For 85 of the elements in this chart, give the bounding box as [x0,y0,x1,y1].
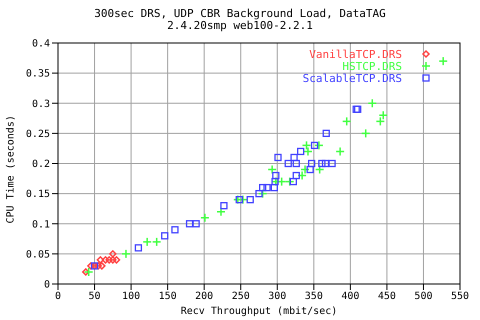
point [368,98,378,108]
point [134,244,142,252]
y-tick-label: 0.4 [32,38,50,50]
point [318,160,326,168]
point [290,178,298,186]
point [142,237,152,247]
point [292,160,300,168]
y-tick-label: 0.3 [32,98,50,110]
point [328,160,336,168]
point [308,160,316,168]
point [335,146,345,156]
x-tick-label: 300 [268,291,286,302]
chart-title: 300sec DRS, UDP CBR Background Load, DataTAG [93,7,387,20]
point [87,262,95,270]
point [246,196,254,204]
point [109,256,117,264]
point [267,164,277,174]
point [186,220,194,228]
point [270,184,278,192]
point [152,237,162,247]
y-axis-title: CPU Time (seconds) [6,115,17,224]
x-tick-label: 350 [304,291,323,302]
point [300,164,310,174]
point [284,160,292,168]
legend-label: ScalableTCP.DRS [302,72,402,84]
point [112,256,120,264]
point [84,267,94,277]
point [259,184,266,192]
point [314,164,324,174]
x-tick-label: 250 [232,291,250,302]
point [314,140,324,150]
point [360,128,370,138]
point [220,202,228,210]
point [105,256,113,264]
point [306,166,314,174]
x-tick-label: 100 [122,291,140,302]
y-tick-label: 0.35 [26,68,50,80]
x-tick-label: 150 [158,291,177,302]
x-axis-title: Recv Throughput (mbit/sec) [180,306,338,317]
point [438,56,448,66]
point [297,148,304,156]
point [236,196,243,204]
point [263,184,271,192]
x-tick-label: 50 [88,291,101,302]
point [171,226,179,234]
point [322,130,330,138]
point [200,212,210,222]
point [255,190,263,198]
point [258,188,268,198]
legend-label: VanillaTCP.DRS [309,48,402,60]
point [161,232,168,240]
point [292,172,300,180]
point [272,172,280,180]
point [342,116,352,126]
point [310,142,318,150]
x-tick-label: 200 [195,291,214,302]
point [274,154,282,162]
x-tick-label: 0 [54,291,62,302]
y-tick-label: 0.15 [26,189,50,200]
point [290,154,298,162]
legend-label: HSTCP.DRS [342,60,402,72]
point [109,250,117,258]
y-tick-label: 0.05 [26,249,50,260]
x-tick-label: 550 [450,291,470,302]
point [378,110,388,120]
y-tick-label: 0.2 [32,159,50,170]
y-tick-label: 0 [44,280,50,291]
x-tick-label: 500 [414,291,432,302]
chart-subtitle: 2.4.20smp web100-2.2.1 [166,19,314,32]
point [284,176,294,186]
point [376,116,386,126]
point [94,262,102,270]
x-tick-label: 400 [341,291,360,302]
point [102,256,110,264]
y-tick-label: 0.25 [26,128,50,140]
point [121,249,131,259]
point [192,220,200,228]
point [96,256,104,264]
point [216,206,226,216]
point [322,160,330,168]
point [98,262,106,270]
x-tick-label: 450 [378,291,396,302]
y-tick-label: 0.1 [32,219,50,230]
point [297,170,307,180]
point [238,194,248,204]
